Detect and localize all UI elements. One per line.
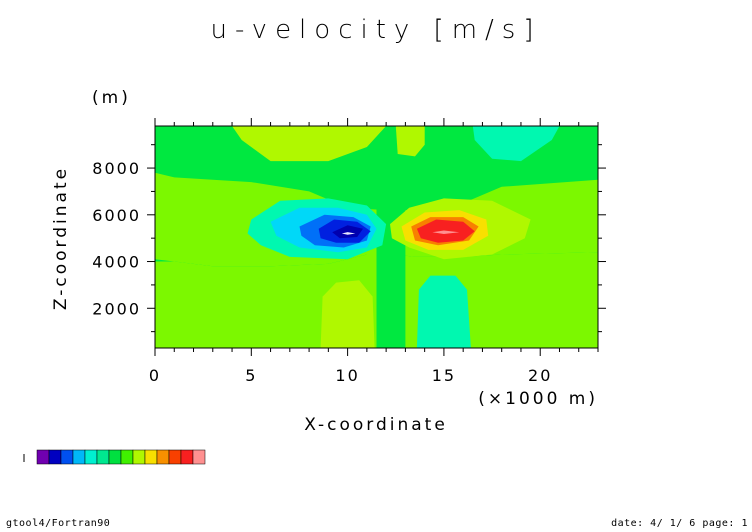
contour-region-yellowgreen-topright <box>395 126 425 157</box>
colorbar-swatch <box>72 449 86 465</box>
contour-region-pos-core <box>432 230 460 234</box>
x-unit-label: (×1000 m) <box>478 389 598 409</box>
chart-title: u-velocity [m/s] <box>211 15 542 45</box>
x-tick-label: 20 <box>528 366 552 385</box>
plot-area <box>155 126 598 348</box>
contour-region-teal-bottomright <box>416 275 471 348</box>
x-axis-title: X-coordinate <box>304 415 448 435</box>
contour-region-teal-topright <box>472 126 560 162</box>
contour-region-neg-core <box>341 232 356 235</box>
colorbar-swatch <box>96 449 110 465</box>
footer-left: gtool4/Fortran90 <box>6 518 110 529</box>
contour-layers <box>155 126 598 348</box>
contour-region-yellowgreen-topleft <box>232 126 387 162</box>
colorbar-swatch <box>144 449 158 465</box>
colorbar-swatch <box>48 449 62 465</box>
contour-region-green-center-cross <box>376 126 406 348</box>
x-axis: 0 5 10 15 20 <box>149 118 599 385</box>
plot-border <box>154 125 599 349</box>
colorbar-swatch <box>168 449 182 465</box>
colorbar-swatch <box>192 449 206 465</box>
colorbar <box>23 449 206 465</box>
x-tick-label: 15 <box>432 366 456 385</box>
colorbar-swatch <box>156 449 170 465</box>
footer-right: date: 4/ 1/ 6 page: 1 <box>611 518 748 529</box>
x-tick-label: 0 <box>149 366 161 385</box>
y-tick-label: 8000 <box>92 159 141 178</box>
colorbar-swatch <box>36 449 50 465</box>
colorbar-swatch <box>60 449 74 465</box>
x-tick-label: 5 <box>245 366 257 385</box>
y-tick-label: 4000 <box>92 253 141 272</box>
colorbar-swatch <box>132 449 146 465</box>
contour-region-yellowgreen-bottomleft <box>320 280 375 348</box>
plot-frame <box>154 125 599 349</box>
y-axis: 2000 4000 6000 8000 <box>92 144 606 333</box>
colorbar-swatch <box>180 449 194 465</box>
colorbar-swatch <box>84 449 98 465</box>
y-axis-title: Z-coordinate <box>51 166 71 310</box>
y-tick-label: 6000 <box>92 206 141 225</box>
y-unit-label: (m) <box>92 88 131 108</box>
x-tick-label: 10 <box>335 366 359 385</box>
colorbar-swatch <box>120 449 134 465</box>
colorbar-swatch <box>108 449 122 465</box>
y-tick-label: 2000 <box>92 299 141 318</box>
contour-region-neg-4 <box>332 225 363 239</box>
